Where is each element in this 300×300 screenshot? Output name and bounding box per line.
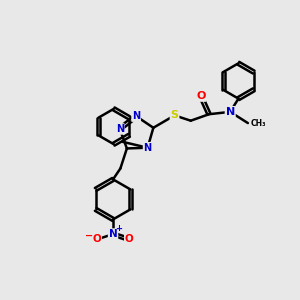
Text: N: N (226, 107, 235, 117)
Text: N: N (132, 111, 140, 121)
Text: N: N (116, 124, 124, 134)
Text: O: O (92, 234, 101, 244)
Text: N: N (144, 143, 152, 153)
Text: −: − (85, 231, 94, 241)
Text: CH₃: CH₃ (250, 118, 266, 127)
Text: N: N (109, 229, 117, 239)
Text: O: O (196, 91, 206, 101)
Text: O: O (125, 234, 134, 244)
Text: +: + (115, 224, 122, 233)
Text: S: S (171, 110, 178, 120)
